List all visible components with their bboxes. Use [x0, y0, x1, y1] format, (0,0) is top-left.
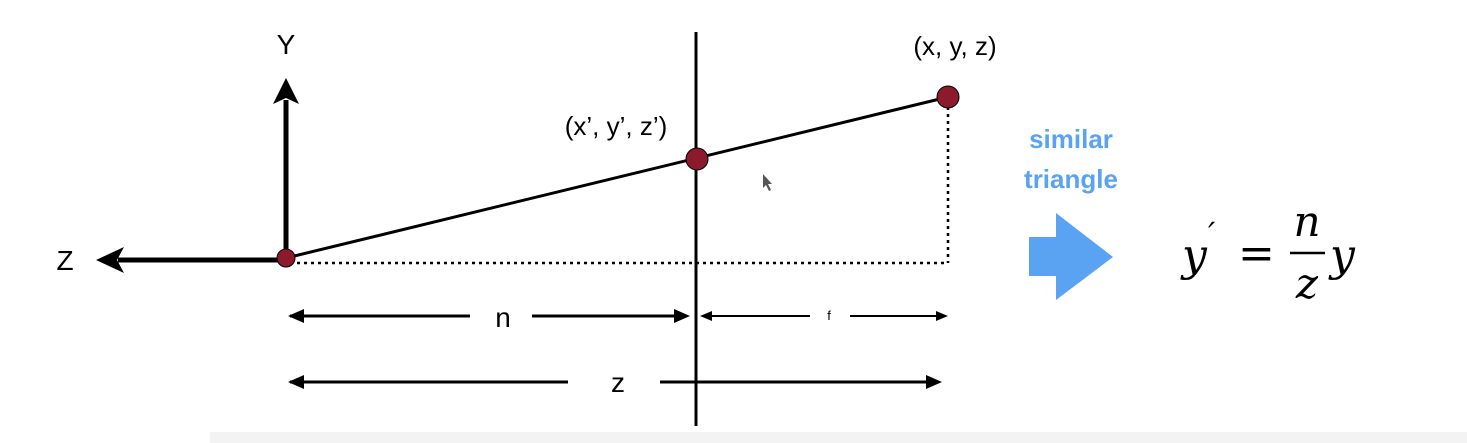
f-arrow-right-head	[936, 311, 948, 321]
formula-numerator: n	[1293, 197, 1320, 246]
formula-rhs: y	[1328, 230, 1356, 281]
formula: y ′ = n z y	[1180, 197, 1356, 308]
n-arrow-left-head	[288, 309, 304, 323]
formula-denominator: z	[1295, 259, 1319, 308]
n-label: n	[495, 302, 511, 333]
projected-point-label: (x’, y’, z’)	[565, 111, 668, 141]
projection-ray	[285, 95, 949, 260]
far-point	[936, 85, 960, 109]
formula-equals: =	[1238, 228, 1275, 279]
z-label: z	[611, 367, 625, 398]
bottom-band	[210, 432, 1467, 443]
f-arrow-left-head	[700, 311, 712, 321]
f-label: f	[827, 308, 831, 323]
z-axis-label: Z	[56, 245, 73, 276]
far-point-label: (x, y, z)	[913, 31, 996, 61]
z-axis-arrowhead	[96, 247, 124, 273]
origin-point	[276, 248, 296, 268]
blue-arrow-icon	[1029, 213, 1113, 300]
y-axis-label: Y	[277, 29, 296, 60]
formula-prime: ′	[1208, 215, 1216, 253]
annotation-similar: similar	[1029, 124, 1113, 154]
n-arrow-right-head	[674, 309, 690, 323]
z-arrow-right-head	[926, 375, 942, 389]
cursor-icon	[763, 174, 772, 191]
z-arrow-left-head	[288, 375, 304, 389]
formula-lhs: y	[1180, 230, 1208, 281]
annotation-triangle: triangle	[1024, 164, 1118, 194]
projected-point	[685, 147, 709, 171]
y-axis-arrowhead	[273, 78, 299, 104]
